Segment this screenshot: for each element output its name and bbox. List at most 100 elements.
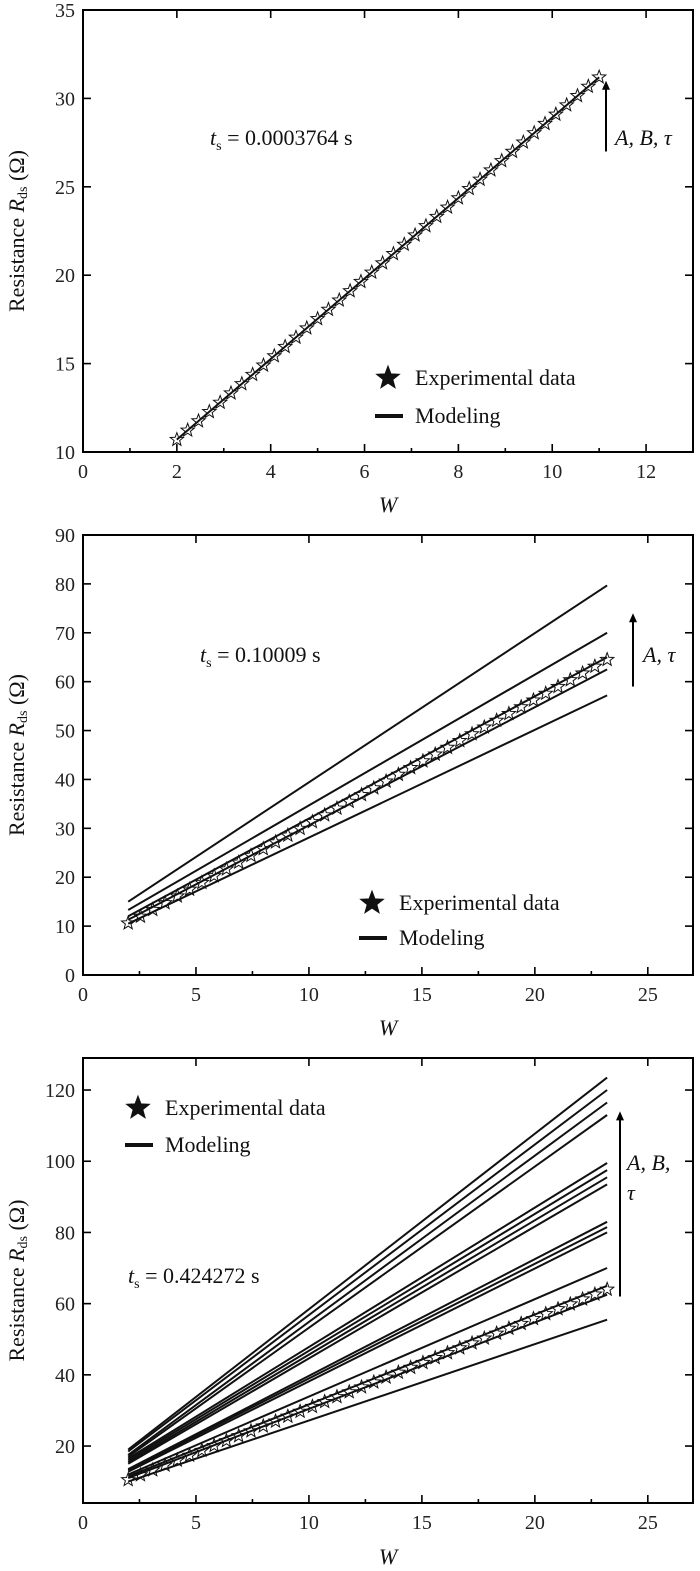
y-tick-label: 60 xyxy=(55,672,75,694)
y-tick-label: 15 xyxy=(55,354,75,376)
experimental-point xyxy=(390,766,407,782)
y-tick-label: 40 xyxy=(55,1365,75,1387)
experimental-point xyxy=(439,198,456,215)
experimental-point xyxy=(515,133,532,150)
legend: Experimental data Modeling xyxy=(359,889,560,950)
experimental-point xyxy=(277,338,294,354)
experimental-point xyxy=(417,217,434,233)
experimental-point xyxy=(304,813,321,829)
arrow-head xyxy=(602,80,610,90)
x-axis-label: W xyxy=(379,1544,399,1569)
experimental-point xyxy=(309,310,326,326)
chart-panel-2: 0 5 10 15 20 25 0 10 20 30 40 50 60 70 80 90 W Resistance… xyxy=(4,525,694,1040)
arrow-label: τ xyxy=(627,1180,636,1205)
experimental-point xyxy=(157,1456,174,1473)
model-line-10 xyxy=(127,1226,608,1472)
experimental-point xyxy=(472,170,489,187)
experimental-point xyxy=(353,1378,370,1394)
legend-modeling-label: Modeling xyxy=(415,403,501,428)
experimental-point xyxy=(562,671,579,687)
y-tick-label: 10 xyxy=(55,442,75,464)
experimental-point xyxy=(157,894,174,910)
experimental-point xyxy=(298,319,315,335)
experimental-point xyxy=(574,1290,591,1306)
y-tick-label: 50 xyxy=(55,721,75,743)
experimental-point xyxy=(244,366,261,382)
x-tick-label: 25 xyxy=(638,984,658,1006)
experimental-point xyxy=(482,161,499,177)
experimental-point xyxy=(328,799,345,816)
x-tick-label: 10 xyxy=(299,1512,319,1534)
experimental-point xyxy=(580,78,597,94)
x-tick-label: 25 xyxy=(638,1512,658,1534)
experimental-point xyxy=(428,208,445,224)
y-tick-label: 20 xyxy=(55,867,75,889)
experimental-point xyxy=(279,826,296,843)
model-line-5 xyxy=(127,1162,608,1460)
experimental-point xyxy=(316,806,333,822)
experimental-point xyxy=(169,1451,186,1468)
legend-experimental-label: Experimental data xyxy=(415,365,576,390)
legend-modeling-label: Modeling xyxy=(165,1132,251,1157)
experimental-point xyxy=(287,328,304,345)
experimental-point xyxy=(396,236,413,252)
legend: Experimental data Modeling xyxy=(125,1094,326,1157)
legend-experimental-label: Experimental data xyxy=(165,1095,326,1120)
experimental-point xyxy=(206,867,223,883)
experimental-point xyxy=(190,412,207,428)
legend-modeling-label: Modeling xyxy=(399,925,485,950)
arrow-head xyxy=(629,613,637,623)
experimental-point xyxy=(569,87,586,103)
experimental-point xyxy=(328,1388,345,1404)
model-line-8 xyxy=(127,1183,608,1465)
experimental-point xyxy=(525,691,542,708)
experimental-point xyxy=(378,1368,395,1385)
experimental-point xyxy=(316,1393,333,1409)
experimental-point xyxy=(320,301,337,317)
y-tick-label: 20 xyxy=(55,265,75,287)
experimental-point xyxy=(488,712,505,728)
experimental-point xyxy=(193,874,210,890)
experimental-point xyxy=(537,685,554,701)
experimental-point xyxy=(132,907,149,924)
y-axis-label: Resistance Rds (Ω) xyxy=(4,674,31,836)
x-tick-label: 2 xyxy=(172,461,182,483)
experimental-point xyxy=(464,1334,481,1350)
chart-panel-3: 0 5 10 15 20 25 20 40 60 80 100 120 W Resistance Rds … xyxy=(4,1057,694,1569)
experimental-point xyxy=(255,356,272,373)
experimental-point xyxy=(525,1310,542,1326)
experimental-point xyxy=(439,1344,456,1360)
plot-frame xyxy=(82,1057,694,1504)
experimental-point xyxy=(414,752,431,768)
experimental-point xyxy=(144,1461,161,1477)
y-tick-label: 90 xyxy=(55,525,75,547)
experimental-point xyxy=(365,1373,382,1390)
legend-star-icon xyxy=(375,364,401,389)
experimental-point xyxy=(341,793,358,809)
y-tick-label: 100 xyxy=(45,1151,75,1173)
experimental-point xyxy=(562,1295,579,1311)
experimental-point xyxy=(342,282,359,298)
experimental-point xyxy=(255,1417,272,1433)
experimental-point xyxy=(513,1315,530,1331)
experimental-point xyxy=(439,739,456,755)
y-tick-label: 80 xyxy=(55,1222,75,1244)
experimental-point xyxy=(427,745,444,762)
experimental-point xyxy=(331,291,348,308)
experimental-point xyxy=(292,820,309,836)
experimental-point xyxy=(493,152,510,168)
experimental-point xyxy=(464,725,481,741)
experimental-point xyxy=(414,1354,431,1370)
experimental-point xyxy=(230,1427,247,1443)
arrow-label: A, τ xyxy=(641,642,676,667)
experimental-point xyxy=(267,1412,284,1429)
y-tick-label: 80 xyxy=(55,574,75,596)
experimental-point xyxy=(385,245,402,261)
ts-annotation: ts = 0.10009 s xyxy=(200,642,321,671)
experimental-point xyxy=(488,1324,505,1341)
experimental-point xyxy=(181,880,198,897)
x-tick-label: 12 xyxy=(636,461,656,483)
model-line-1 xyxy=(176,76,600,441)
experimental-point xyxy=(201,403,218,419)
experimental-point xyxy=(574,664,591,680)
